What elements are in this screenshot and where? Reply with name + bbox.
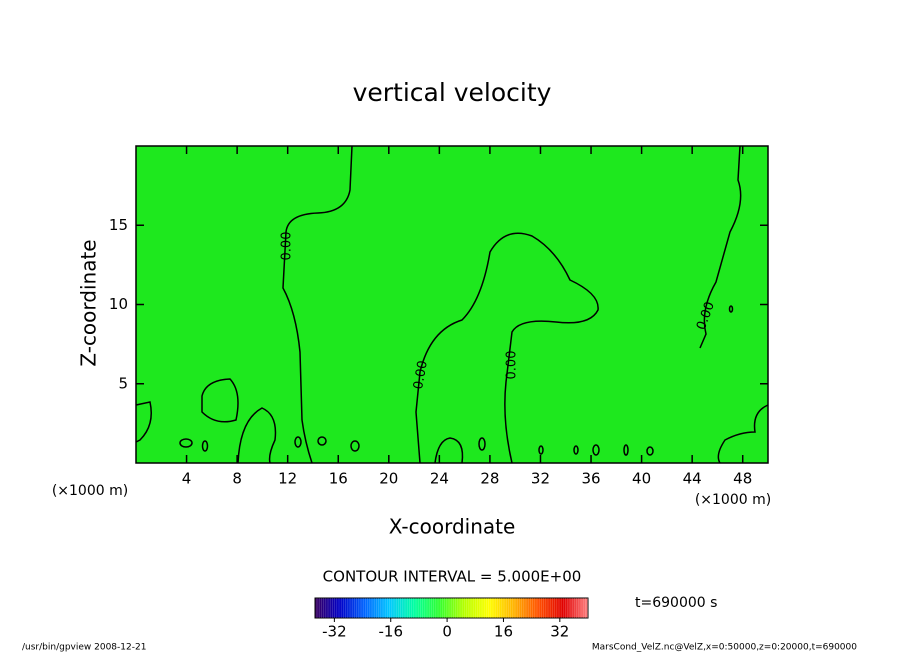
contour-line [282,145,353,464]
x-tick-label: 40 [632,470,651,488]
contour-line [317,436,327,446]
field [136,146,768,463]
contour-line [538,445,544,455]
time-label: t=690000 s [635,595,717,611]
x-units-label: (×1000 m) [695,492,771,508]
contour-line [201,378,239,423]
footer-right: MarsCond_VelZ.nc@VelZ,x=0:50000,z=0:2000… [592,643,857,653]
contour-line [237,407,277,464]
contour-line [592,444,600,456]
x-tick-label: 36 [581,470,600,488]
contour-line [728,305,734,313]
x-axis-label: X-coordinate [389,515,516,539]
contour-line [434,437,464,464]
colorbar-tick-label: 32 [550,623,569,641]
colorbar [314,597,589,619]
chart-title: vertical velocity [353,78,552,107]
contour-line [350,440,360,452]
y-tick-label: 10 [109,295,128,313]
contour-line [699,145,742,349]
colorbar-tick-label: -32 [322,623,347,641]
contour-line [415,232,599,464]
contour-label: 0.00 [505,351,520,380]
contour-line [478,437,486,451]
contour-line [179,438,193,448]
contour-line [573,445,579,455]
contour-line [294,436,302,448]
x-tick-label: 12 [278,470,297,488]
contour-label: 0.00 [280,232,295,261]
x-tick-label: 44 [683,470,702,488]
x-tick-label: 8 [232,470,242,488]
x-tick-label: 32 [531,470,550,488]
contour-line [623,444,629,456]
x-tick-label: 48 [733,470,752,488]
contour-label: 0.00 [411,359,431,390]
y-tick-label: 15 [109,216,128,234]
x-tick-label: 16 [329,470,348,488]
contour-line [201,440,209,452]
x-tick-label: 24 [430,470,449,488]
x-tick-label: 4 [182,470,192,488]
footer-left: /usr/bin/gpview 2008-12-21 [22,643,146,653]
colorbar-tick-label: 16 [494,623,513,641]
contours [135,145,769,464]
y-axis-label: Z-coordinate [77,239,101,366]
contour-line [717,404,769,464]
x-units-label: (×1000 m) [52,483,128,499]
contour-line [646,446,654,456]
colorbar-tick-label: -16 [378,623,403,641]
x-tick-label: 28 [480,470,499,488]
y-tick-label: 5 [118,374,128,392]
colorbar-tick-label: 0 [442,623,452,641]
x-tick-label: 20 [379,470,398,488]
contour-line [135,401,152,443]
contour-interval: CONTOUR INTERVAL = 5.000E+00 [323,568,582,586]
